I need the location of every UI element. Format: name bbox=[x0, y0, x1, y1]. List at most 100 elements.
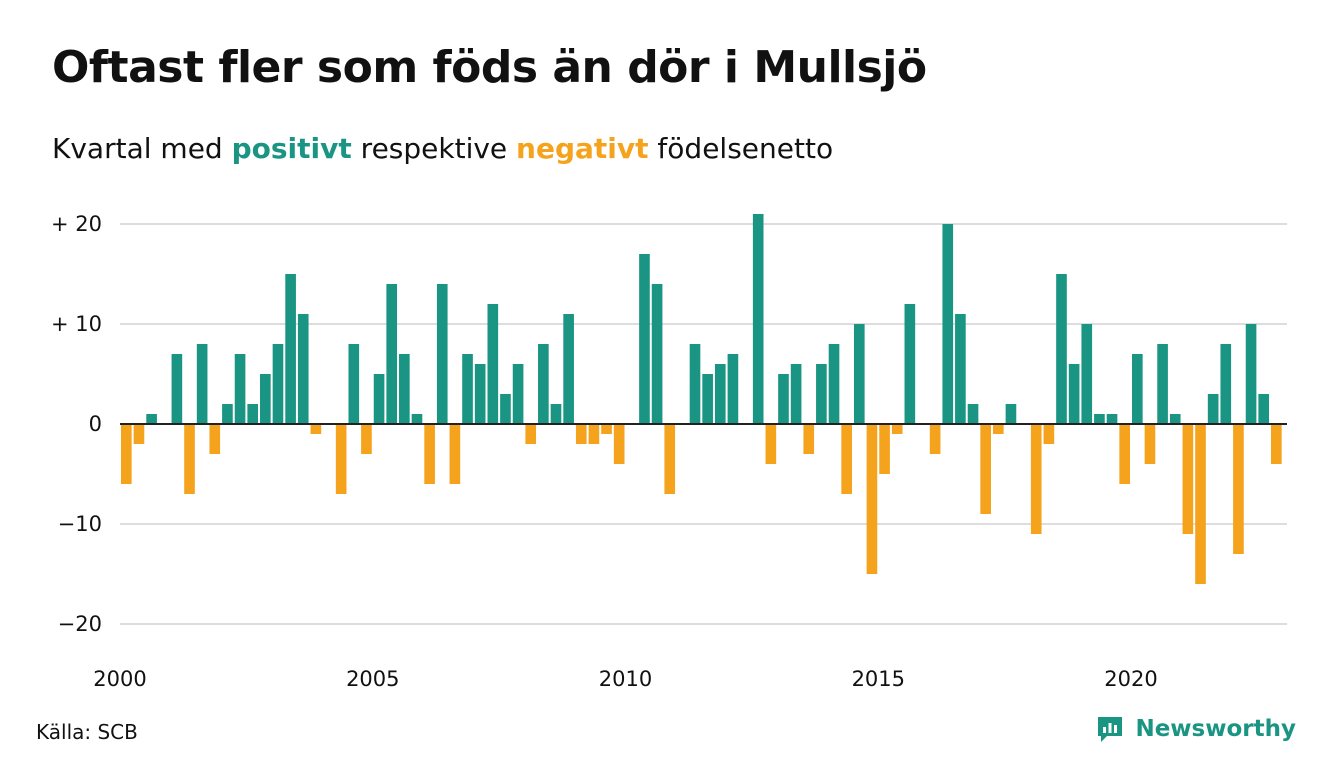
bar bbox=[285, 274, 296, 424]
y-tick-label: + 20 bbox=[51, 212, 102, 236]
bar bbox=[601, 424, 612, 434]
bar bbox=[247, 404, 259, 424]
bar bbox=[1119, 424, 1130, 484]
x-tick-label: 2020 bbox=[1104, 667, 1157, 691]
y-tick-label: 0 bbox=[89, 412, 102, 436]
bar bbox=[171, 354, 183, 424]
bar bbox=[575, 424, 587, 444]
bar bbox=[550, 404, 562, 424]
brand-name: Newsworthy bbox=[1135, 716, 1296, 742]
bar bbox=[752, 214, 764, 424]
bar bbox=[727, 354, 739, 424]
bar bbox=[449, 424, 461, 484]
y-axis-labels: + 20 + 10 0 −10 −20 bbox=[51, 212, 102, 636]
bar bbox=[639, 254, 650, 424]
bar bbox=[980, 424, 991, 514]
bar bbox=[133, 424, 145, 444]
x-tick-label: 2010 bbox=[599, 667, 652, 691]
bar bbox=[272, 344, 284, 424]
bar bbox=[424, 424, 435, 484]
bar bbox=[1169, 414, 1181, 424]
bar bbox=[361, 424, 372, 454]
bar bbox=[904, 304, 916, 424]
bar bbox=[1182, 424, 1194, 534]
x-tick-label: 2000 bbox=[93, 667, 146, 691]
bar bbox=[803, 424, 815, 454]
bar bbox=[563, 314, 574, 424]
bar bbox=[1220, 344, 1232, 424]
bar bbox=[386, 284, 398, 424]
subtitle-suffix: födelsenetto bbox=[648, 132, 834, 165]
bar bbox=[474, 364, 486, 424]
bar bbox=[512, 364, 524, 424]
bar bbox=[436, 284, 448, 424]
chart-title: Oftast fler som föds än dör i Mullsjö bbox=[52, 42, 927, 93]
bar bbox=[1081, 324, 1093, 424]
bar bbox=[525, 424, 537, 444]
bar bbox=[411, 414, 423, 424]
bar bbox=[853, 324, 865, 424]
bar bbox=[702, 374, 713, 424]
y-tick-label: + 10 bbox=[51, 312, 102, 336]
subtitle-prefix: Kvartal med bbox=[52, 132, 232, 165]
bar bbox=[184, 424, 195, 494]
subtitle-middle: respektive bbox=[351, 132, 517, 165]
bar bbox=[1056, 274, 1067, 424]
bar bbox=[209, 424, 221, 454]
gridlines bbox=[120, 223, 1287, 625]
bar bbox=[399, 354, 410, 424]
bar bbox=[689, 344, 701, 424]
bar bbox=[121, 424, 132, 484]
bar bbox=[664, 424, 676, 494]
bar bbox=[222, 404, 233, 424]
newsworthy-logo-icon bbox=[1098, 717, 1123, 742]
bar bbox=[1030, 424, 1042, 534]
bar bbox=[967, 404, 979, 424]
bar bbox=[1233, 424, 1244, 554]
bar bbox=[828, 344, 840, 424]
bar bbox=[538, 344, 549, 424]
bar bbox=[1157, 344, 1168, 424]
bar bbox=[234, 354, 246, 424]
bar bbox=[929, 424, 941, 454]
bar bbox=[992, 424, 1004, 434]
y-tick-label: −20 bbox=[58, 612, 102, 636]
bar bbox=[487, 304, 499, 424]
bar bbox=[942, 224, 954, 424]
bar bbox=[816, 364, 827, 424]
bar bbox=[297, 314, 309, 424]
bar bbox=[778, 374, 789, 424]
y-tick-label: −10 bbox=[58, 512, 102, 536]
bar bbox=[841, 424, 852, 494]
bar bbox=[1106, 414, 1118, 424]
x-tick-label: 2015 bbox=[852, 667, 905, 691]
bar bbox=[146, 414, 157, 424]
bar bbox=[891, 424, 903, 434]
x-axis-labels: 2000 2005 2010 2015 2020 bbox=[93, 667, 1157, 691]
bar bbox=[462, 354, 473, 424]
bar bbox=[588, 424, 600, 444]
bar bbox=[1271, 424, 1282, 464]
bar bbox=[1245, 324, 1257, 424]
subtitle-positive-word: positivt bbox=[231, 132, 352, 165]
bar bbox=[310, 424, 322, 434]
subtitle-negative-word: negativt bbox=[516, 132, 649, 165]
newsworthy-brand[interactable]: Newsworthy bbox=[1095, 714, 1296, 744]
bar bbox=[613, 424, 625, 464]
bar bbox=[335, 424, 347, 494]
bar bbox=[955, 314, 966, 424]
source-note: Källa: SCB bbox=[36, 720, 138, 744]
bar bbox=[500, 394, 511, 424]
bar bbox=[866, 424, 878, 574]
bar bbox=[714, 364, 726, 424]
bar bbox=[1132, 354, 1143, 424]
bar bbox=[373, 374, 385, 424]
bar bbox=[1207, 394, 1219, 424]
bar bbox=[260, 374, 271, 424]
bar bbox=[1043, 424, 1055, 444]
bar bbox=[765, 424, 777, 464]
bar bbox=[1195, 424, 1206, 584]
bar bbox=[1068, 364, 1080, 424]
bar-chart: + 20 + 10 0 −10 −20 2000 2005 2010 2015 2020 bbox=[51, 212, 1287, 691]
bar bbox=[1005, 404, 1017, 424]
